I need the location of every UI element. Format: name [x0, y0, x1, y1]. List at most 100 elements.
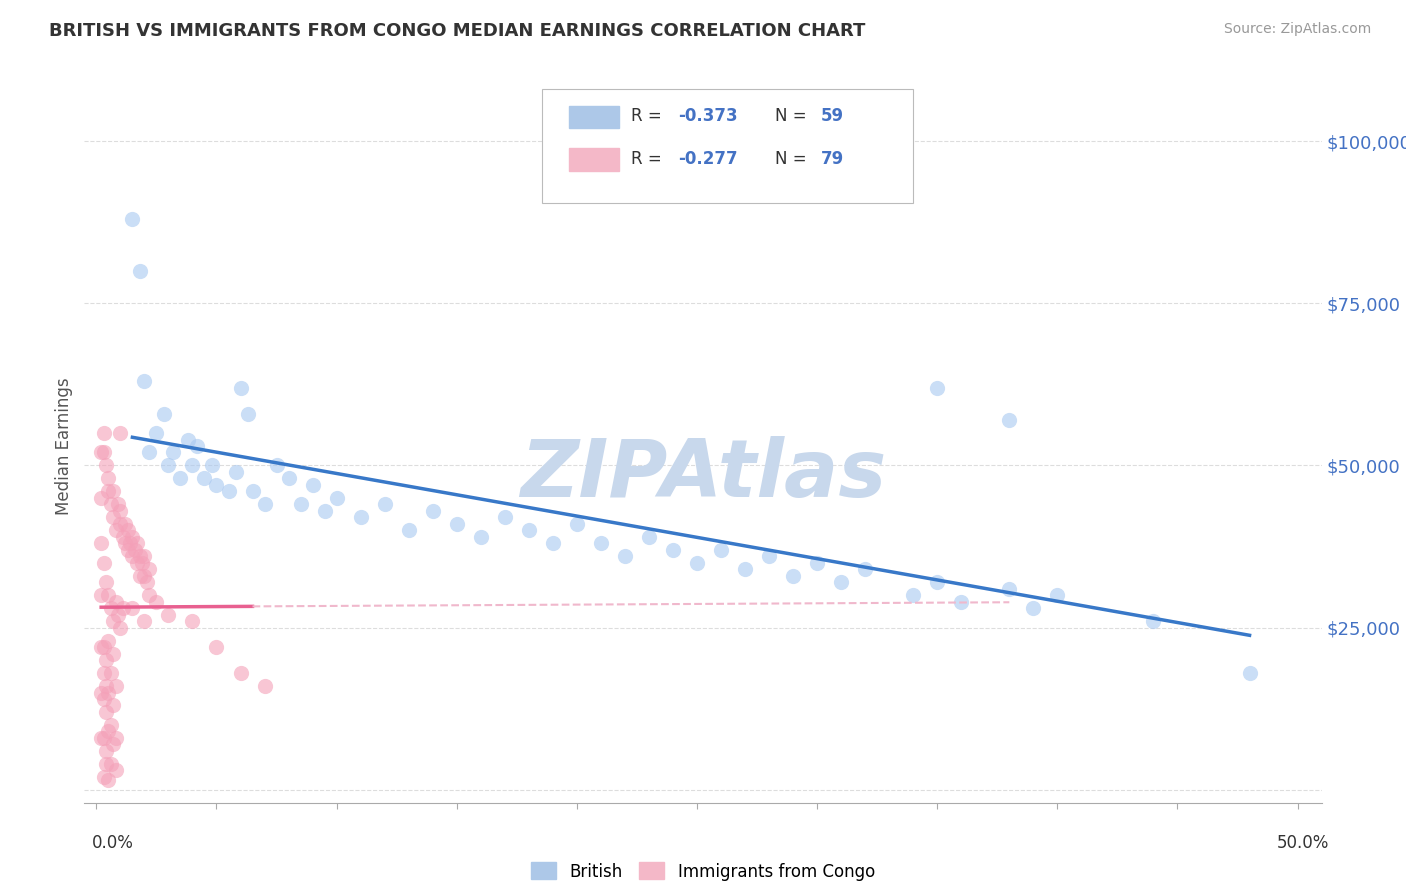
Point — [103, 698, 125, 713]
Point — [100, 497, 122, 511]
Text: BRITISH VS IMMIGRANTS FROM CONGO MEDIAN EARNINGS CORRELATION CHART: BRITISH VS IMMIGRANTS FROM CONGO MEDIAN … — [49, 22, 866, 40]
Point — [93, 556, 115, 570]
Point — [218, 484, 240, 499]
Point — [117, 524, 139, 538]
Point — [998, 413, 1021, 427]
Text: N =: N = — [775, 107, 811, 125]
Point — [1022, 601, 1045, 615]
Point — [97, 773, 120, 788]
Point — [135, 575, 157, 590]
Text: 59: 59 — [821, 107, 844, 125]
Point — [97, 588, 120, 602]
Point — [565, 516, 588, 531]
Point — [114, 516, 136, 531]
Point — [90, 491, 112, 505]
Point — [176, 433, 198, 447]
Point — [110, 621, 132, 635]
Point — [782, 568, 804, 582]
Point — [229, 666, 252, 681]
Point — [494, 510, 516, 524]
Point — [162, 445, 184, 459]
Point — [806, 556, 828, 570]
Point — [225, 465, 247, 479]
Point — [325, 491, 347, 505]
Point — [97, 484, 120, 499]
Point — [131, 556, 153, 570]
Point — [94, 744, 117, 758]
Point — [145, 595, 167, 609]
Point — [103, 484, 125, 499]
Point — [589, 536, 612, 550]
Point — [758, 549, 780, 564]
Point — [121, 549, 143, 564]
Point — [301, 478, 323, 492]
FancyBboxPatch shape — [543, 89, 914, 203]
Point — [117, 542, 139, 557]
Text: ZIPAtlas: ZIPAtlas — [520, 435, 886, 514]
Point — [104, 764, 127, 778]
Point — [277, 471, 299, 485]
Legend: British, Immigrants from Congo: British, Immigrants from Congo — [524, 855, 882, 888]
Point — [638, 530, 661, 544]
Point — [927, 575, 949, 590]
Point — [100, 756, 122, 771]
Point — [830, 575, 852, 590]
Point — [350, 510, 373, 524]
Point — [103, 510, 125, 524]
Point — [94, 575, 117, 590]
Point — [1239, 666, 1261, 681]
Point — [134, 549, 156, 564]
Point — [93, 770, 115, 784]
Point — [111, 601, 134, 615]
Y-axis label: Median Earnings: Median Earnings — [55, 377, 73, 515]
Point — [127, 556, 149, 570]
Point — [236, 407, 259, 421]
Point — [94, 653, 117, 667]
Point — [517, 524, 540, 538]
Point — [110, 516, 132, 531]
Point — [103, 614, 125, 628]
Point — [686, 556, 709, 570]
Point — [90, 640, 112, 654]
Point — [181, 614, 204, 628]
Point — [193, 471, 215, 485]
Point — [104, 731, 127, 745]
Point — [138, 588, 160, 602]
Point — [104, 679, 127, 693]
Point — [710, 542, 733, 557]
Point — [470, 530, 492, 544]
Point — [104, 524, 127, 538]
Point — [186, 439, 208, 453]
Point — [541, 536, 564, 550]
Point — [138, 445, 160, 459]
Point — [205, 640, 228, 654]
Point — [290, 497, 312, 511]
Point — [121, 530, 143, 544]
Point — [157, 607, 180, 622]
Point — [104, 595, 127, 609]
Point — [927, 381, 949, 395]
Point — [111, 530, 134, 544]
Point — [422, 504, 444, 518]
Point — [100, 601, 122, 615]
Point — [1142, 614, 1164, 628]
Point — [662, 542, 685, 557]
Point — [97, 724, 120, 739]
Point — [110, 504, 132, 518]
Point — [90, 685, 112, 699]
Point — [853, 562, 876, 576]
Point — [266, 458, 288, 473]
Point — [734, 562, 756, 576]
Point — [253, 679, 276, 693]
Point — [100, 666, 122, 681]
Point — [94, 679, 117, 693]
Point — [128, 549, 150, 564]
Point — [97, 471, 120, 485]
Point — [398, 524, 420, 538]
Text: -0.277: -0.277 — [678, 150, 738, 168]
Point — [100, 718, 122, 732]
Point — [93, 445, 115, 459]
Point — [950, 595, 973, 609]
Point — [127, 536, 149, 550]
Point — [110, 425, 132, 440]
